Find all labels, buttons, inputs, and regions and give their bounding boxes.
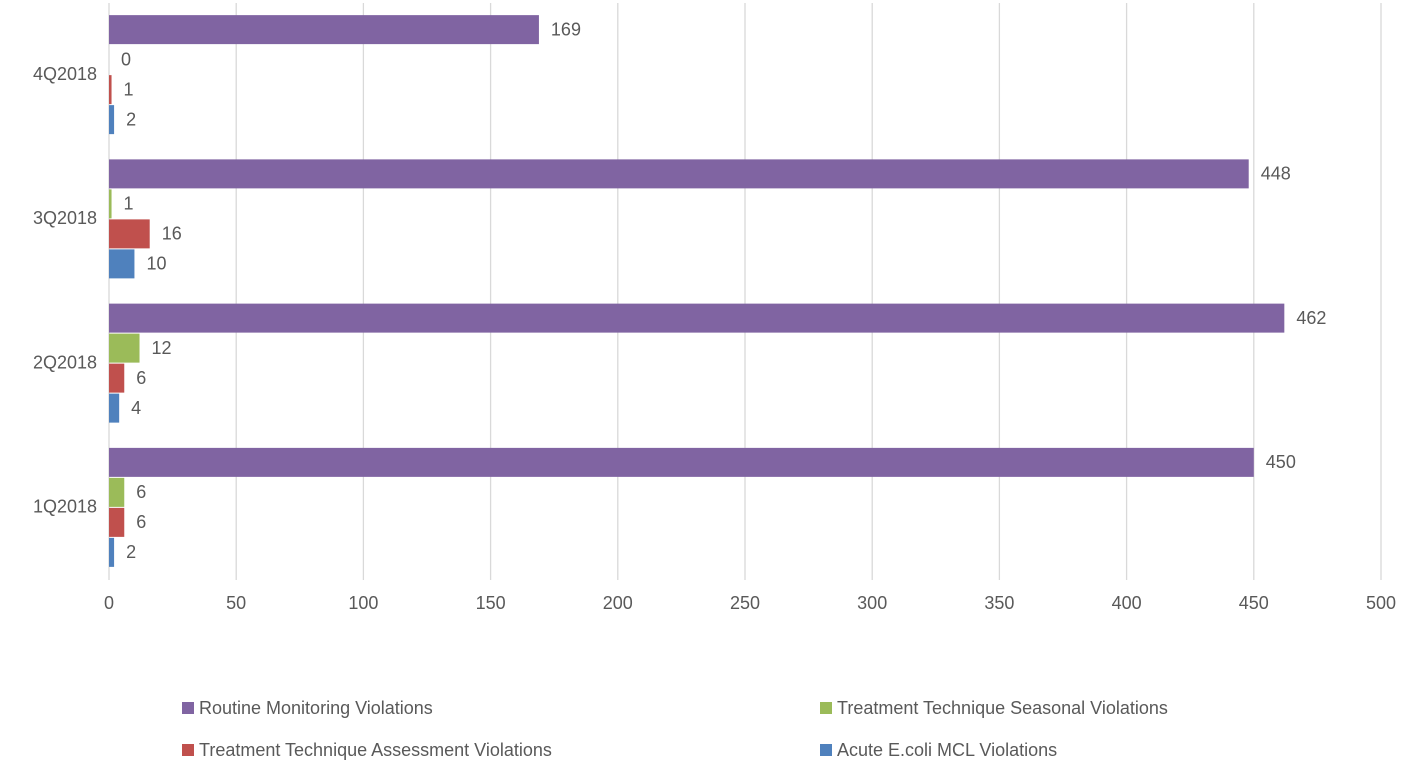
bar bbox=[109, 447, 1254, 477]
x-tick-label: 50 bbox=[226, 593, 246, 613]
bar bbox=[109, 393, 120, 423]
data-label: 0 bbox=[121, 49, 131, 69]
bar bbox=[109, 249, 135, 279]
legend-label: Acute E.coli MCL Violations bbox=[837, 740, 1057, 760]
bar bbox=[109, 477, 125, 507]
data-label: 4 bbox=[131, 398, 141, 418]
legend-swatch bbox=[820, 702, 832, 714]
data-label: 1 bbox=[124, 79, 134, 99]
data-label: 12 bbox=[152, 338, 172, 358]
data-label: 1 bbox=[124, 194, 134, 214]
data-label: 6 bbox=[136, 368, 146, 388]
bar bbox=[109, 219, 150, 249]
data-label: 10 bbox=[146, 254, 166, 274]
bar bbox=[109, 189, 112, 219]
data-label: 2 bbox=[126, 542, 136, 562]
data-label: 6 bbox=[136, 512, 146, 532]
x-tick-label: 100 bbox=[348, 593, 378, 613]
bar bbox=[109, 105, 115, 135]
y-tick-label: 1Q2018 bbox=[33, 497, 97, 517]
data-label: 6 bbox=[136, 482, 146, 502]
bar bbox=[109, 507, 125, 537]
legend-label: Treatment Technique Seasonal Violations bbox=[837, 698, 1168, 718]
x-tick-label: 450 bbox=[1239, 593, 1269, 613]
x-tick-label: 0 bbox=[104, 593, 114, 613]
data-label: 2 bbox=[126, 109, 136, 129]
x-tick-label: 150 bbox=[476, 593, 506, 613]
data-label: 450 bbox=[1266, 452, 1296, 472]
bar bbox=[109, 75, 112, 105]
x-tick-label: 400 bbox=[1112, 593, 1142, 613]
x-tick-label: 500 bbox=[1366, 593, 1396, 613]
legend-swatch bbox=[820, 744, 832, 756]
legend-label: Routine Monitoring Violations bbox=[199, 698, 433, 718]
bar bbox=[109, 537, 115, 567]
x-tick-label: 250 bbox=[730, 593, 760, 613]
x-tick-label: 300 bbox=[857, 593, 887, 613]
data-label: 169 bbox=[551, 19, 581, 39]
data-label: 448 bbox=[1261, 164, 1291, 184]
legend-swatch bbox=[182, 744, 194, 756]
bar bbox=[109, 303, 1285, 333]
bar bbox=[109, 159, 1249, 189]
y-tick-label: 3Q2018 bbox=[33, 208, 97, 228]
data-label: 16 bbox=[162, 224, 182, 244]
data-label: 462 bbox=[1296, 308, 1326, 328]
bar bbox=[109, 363, 125, 393]
bar bbox=[109, 15, 539, 45]
y-tick-label: 4Q2018 bbox=[33, 64, 97, 84]
legend-label: Treatment Technique Assessment Violation… bbox=[199, 740, 552, 760]
bar bbox=[109, 333, 140, 363]
y-tick-label: 2Q2018 bbox=[33, 352, 97, 372]
x-tick-label: 200 bbox=[603, 593, 633, 613]
x-tick-label: 350 bbox=[984, 593, 1014, 613]
legend-swatch bbox=[182, 702, 194, 714]
